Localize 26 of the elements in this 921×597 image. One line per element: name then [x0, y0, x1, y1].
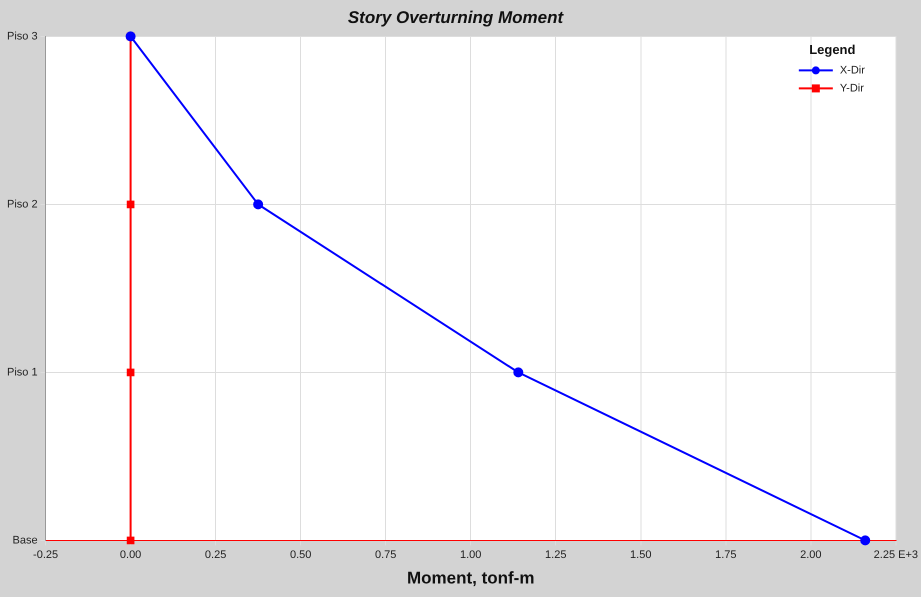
x-tick-label: 0.00 — [120, 549, 142, 562]
chart-title: Story Overturning Moment — [348, 8, 565, 27]
y-tick-label: Piso 2 — [6, 198, 38, 210]
x-tick-label: 2.00 — [800, 549, 822, 562]
point — [126, 200, 134, 208]
x-tick-label: 0.25 — [204, 549, 226, 562]
y-tick-label: Piso 3 — [6, 30, 38, 42]
point — [126, 536, 134, 544]
x-tick-label: -0.25 — [33, 549, 58, 562]
x-tick-label: 0.50 — [290, 549, 312, 562]
x-tick-label: 1.75 — [715, 549, 736, 562]
x-tick-label: 2.25 E+3 — [874, 549, 918, 562]
x-tick-label: 0.75 — [374, 549, 396, 562]
legend-label: X-Dir — [840, 64, 866, 76]
point — [253, 199, 264, 210]
point — [860, 535, 870, 546]
x-tick-label: 1.50 — [630, 549, 652, 562]
legend-label: Y-Dir — [840, 82, 864, 94]
y-tick-label: Base — [12, 534, 38, 546]
point — [513, 367, 524, 378]
x-tick-label: 1.25 — [545, 549, 566, 562]
legend-title: Legend — [809, 42, 856, 57]
point — [126, 368, 134, 376]
x-tick-label: 1.00 — [460, 549, 482, 562]
y-tick-label: Piso 1 — [6, 366, 38, 378]
x-axis-title: Moment, tonf-m — [406, 568, 534, 588]
